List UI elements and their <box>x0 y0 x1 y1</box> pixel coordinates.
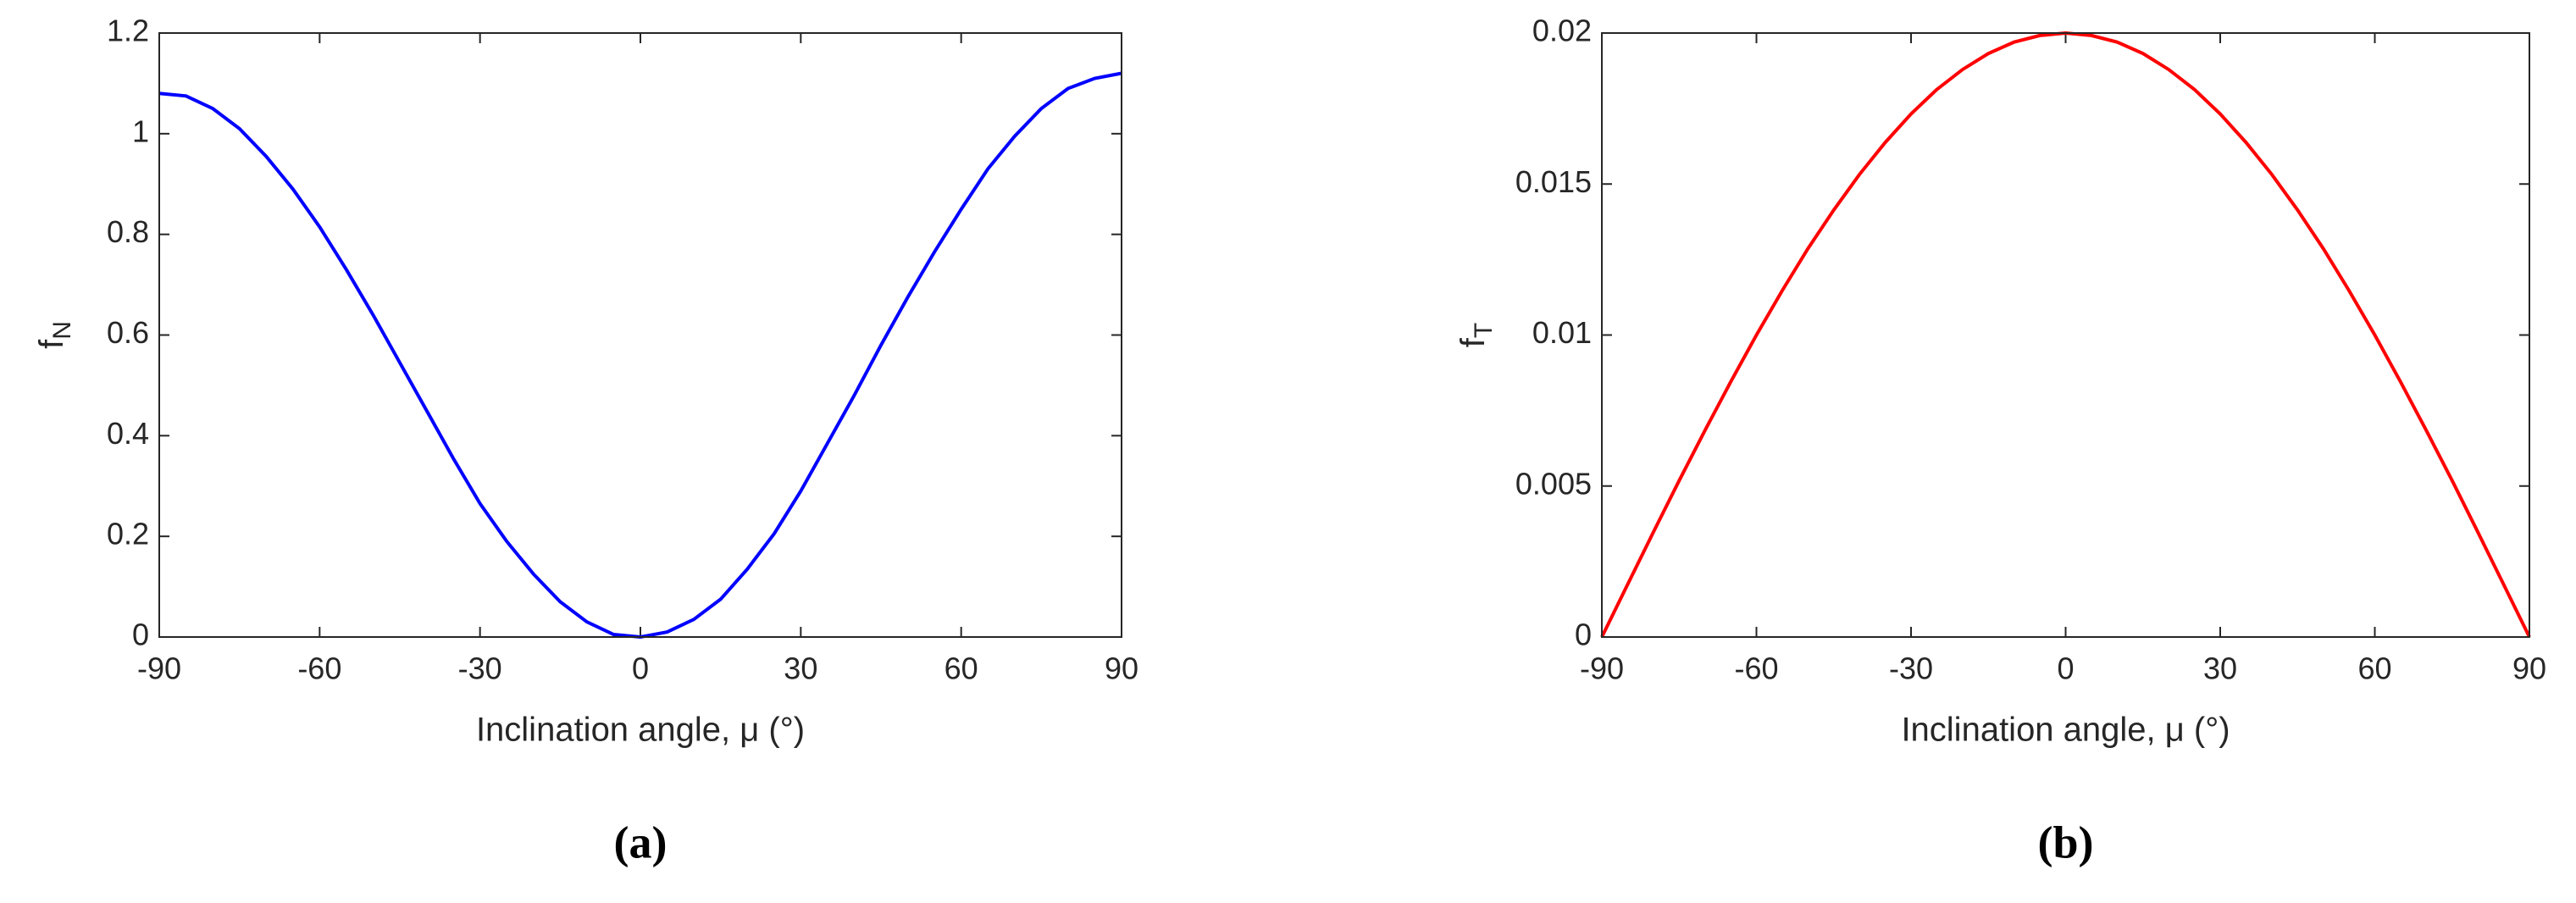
panel-label: (b) <box>2038 817 2094 867</box>
axes-box <box>158 32 1122 638</box>
y-tick-label: 0.6 <box>107 315 149 350</box>
y-axis-label-sub: N <box>48 321 76 340</box>
y-tick-label: 0.015 <box>1515 164 1592 199</box>
y-axis-label: fT <box>1454 323 1498 347</box>
y-axis-label: fN <box>33 321 76 349</box>
x-axis-label: Inclination angle, μ (°) <box>476 712 805 749</box>
y-tick-label: 0 <box>1575 618 1592 652</box>
panel-label: (a) <box>614 817 668 867</box>
x-tick-label: 0 <box>2057 651 2074 686</box>
y-tick-label: 1.2 <box>107 14 149 48</box>
x-tick-label: -30 <box>1889 651 1933 686</box>
x-axis-label: Inclination angle, μ (°) <box>1901 712 2230 749</box>
x-tick-label: 60 <box>2357 651 2391 686</box>
x-tick-label: -60 <box>297 651 341 686</box>
x-tick-label: -60 <box>1734 651 1778 686</box>
axes-box <box>1601 32 2530 638</box>
x-tick-label: 90 <box>1105 651 1138 686</box>
y-tick-label: 0.02 <box>1532 14 1592 48</box>
x-tick-label: -90 <box>1580 651 1624 686</box>
y-axis-label-base: f <box>1454 337 1492 347</box>
y-axis-label-sub: T <box>1470 323 1498 338</box>
x-tick-label: 30 <box>784 651 817 686</box>
y-axis-label-base: f <box>33 339 70 349</box>
y-tick-label: 0.8 <box>107 214 149 249</box>
x-tick-label: -30 <box>458 651 502 686</box>
y-tick-label: 1 <box>132 114 149 148</box>
y-tick-label: 0.2 <box>107 517 149 551</box>
x-tick-label: 0 <box>632 651 649 686</box>
y-tick-label: 0.005 <box>1515 466 1592 501</box>
y-tick-label: 0.01 <box>1532 315 1592 350</box>
y-tick-label: 0.4 <box>107 416 149 451</box>
x-tick-label: 60 <box>945 651 978 686</box>
y-tick-label: 0 <box>132 618 149 652</box>
x-tick-label: 30 <box>2203 651 2237 686</box>
line-series <box>1600 30 2531 638</box>
x-tick-label: -90 <box>137 651 181 686</box>
line-series <box>158 71 1122 640</box>
x-tick-label: 90 <box>2512 651 2546 686</box>
